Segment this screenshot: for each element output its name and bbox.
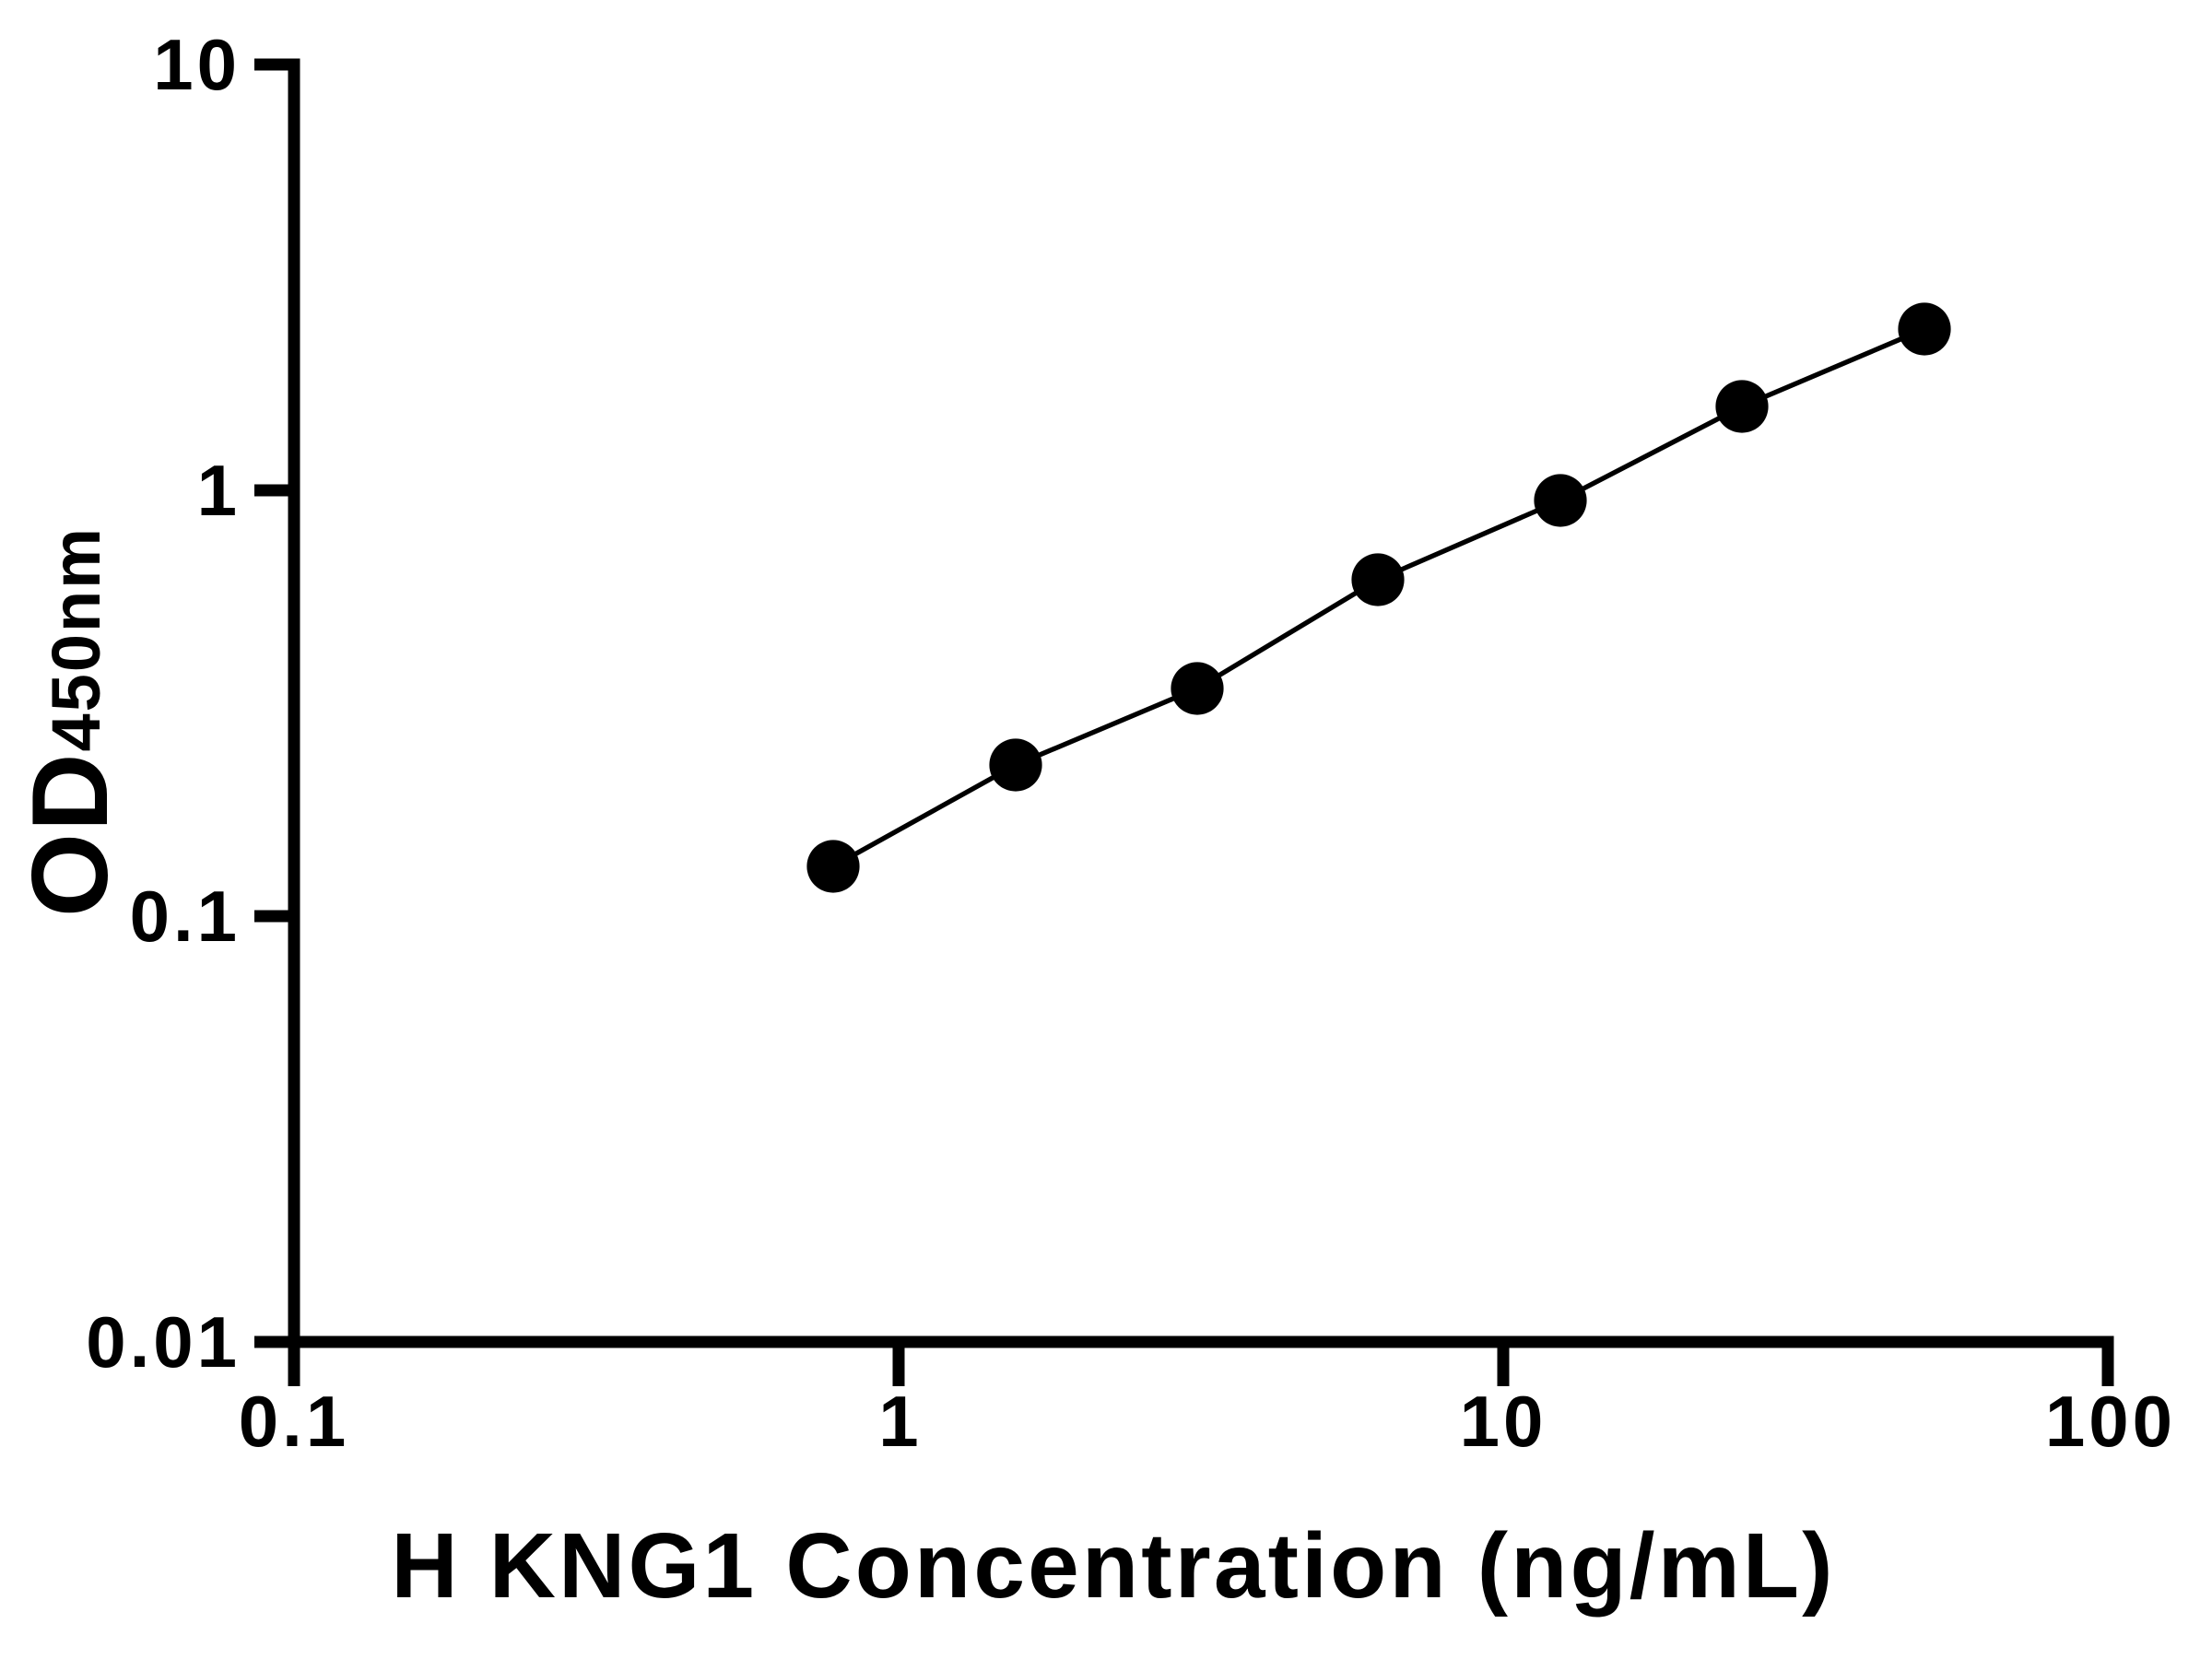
svg-text:H KNG1 Concentration (ng/mL): H KNG1 Concentration (ng/mL)	[391, 1514, 1835, 1618]
svg-text:0.1: 0.1	[130, 876, 241, 957]
svg-text:0.1: 0.1	[239, 1381, 349, 1462]
svg-text:1: 1	[197, 450, 241, 531]
svg-text:10: 10	[1460, 1381, 1547, 1462]
svg-text:10: 10	[153, 24, 241, 105]
svg-text:1: 1	[878, 1381, 922, 1462]
svg-text:100: 100	[2045, 1381, 2176, 1462]
svg-text:0.01: 0.01	[86, 1301, 241, 1382]
